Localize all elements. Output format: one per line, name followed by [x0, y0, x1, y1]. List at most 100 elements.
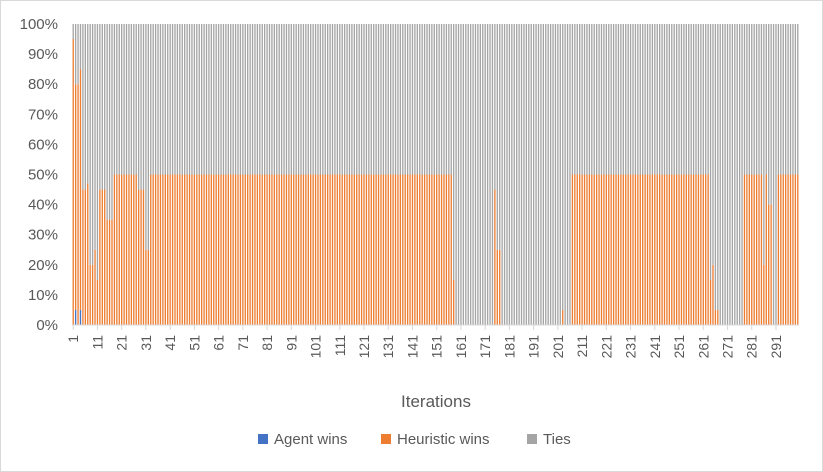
y-tick-label: 50% — [28, 167, 58, 184]
x-tick-label: 221 — [598, 335, 614, 359]
bar-heuristic-wins — [399, 174, 402, 325]
bar-heuristic-wins — [440, 174, 443, 325]
bar-heuristic-wins — [789, 174, 792, 325]
bar-heuristic-wins — [414, 174, 416, 325]
bar-heuristic-wins — [285, 174, 288, 325]
bar-heuristic-wins — [91, 264, 94, 325]
bar-ties — [675, 24, 678, 175]
bar-ties — [780, 24, 782, 175]
bar-ties — [511, 24, 513, 325]
bar-ties — [552, 24, 554, 325]
bar-heuristic-wins — [443, 174, 445, 325]
bar-ties — [637, 24, 639, 175]
bar-ties — [128, 24, 130, 175]
y-tick-label: 0% — [36, 317, 58, 334]
bar-heuristic-wins — [164, 174, 166, 325]
bar-ties — [792, 24, 794, 175]
legend-label: Heuristic wins — [397, 431, 490, 448]
bar-heuristic-wins — [273, 174, 276, 325]
bar-ties — [152, 24, 154, 175]
bar-ties — [208, 24, 210, 175]
bar-ties — [406, 24, 409, 175]
bar-ties — [159, 24, 162, 175]
bar-ties — [673, 24, 675, 175]
bar-ties — [77, 24, 79, 85]
bar-ties — [220, 24, 222, 175]
bar-ties — [414, 24, 416, 175]
bar-ties — [445, 24, 448, 175]
bar-heuristic-wins — [297, 174, 300, 325]
bar-ties — [91, 24, 94, 265]
bar-ties — [373, 24, 375, 175]
bar-ties — [346, 24, 348, 175]
bar-ties — [605, 24, 608, 175]
bar-ties — [179, 24, 181, 175]
bar-ties — [111, 24, 113, 220]
x-tick-label: 241 — [647, 335, 663, 359]
bar-ties — [280, 24, 283, 175]
bar-heuristic-wins — [588, 174, 591, 325]
bar-ties — [775, 24, 777, 325]
bar-heuristic-wins — [322, 174, 324, 325]
bar-heuristic-wins — [237, 174, 239, 325]
bar-heuristic-wins — [82, 189, 84, 325]
bar-heuristic-wins — [423, 174, 426, 325]
legend-label: Ties — [543, 431, 571, 448]
bar-heuristic-wins — [341, 174, 343, 325]
bar-heuristic-wins — [579, 174, 581, 325]
bar-ties — [331, 24, 334, 175]
bar-heuristic-wins — [787, 174, 789, 325]
bar-heuristic-wins — [625, 174, 627, 325]
bar-ties — [734, 24, 736, 325]
bar-ties — [419, 24, 421, 175]
x-tick-label: 271 — [720, 335, 736, 359]
bar-heuristic-wins — [765, 174, 767, 325]
bar-ties — [797, 24, 799, 175]
bar-heuristic-wins — [295, 174, 297, 325]
bar-ties — [523, 24, 525, 325]
bar-ties — [125, 24, 128, 175]
bar-heuristic-wins — [755, 174, 758, 325]
bar-heuristic-wins — [142, 189, 145, 325]
y-tick-label: 100% — [20, 16, 58, 33]
bar-heuristic-wins — [562, 309, 564, 325]
bar-ties — [581, 24, 583, 175]
y-tick-label: 20% — [28, 257, 58, 274]
bar-ties — [566, 24, 569, 325]
bar-ties — [479, 24, 481, 325]
bar-ties — [186, 24, 188, 175]
bar-heuristic-wins — [108, 219, 111, 325]
bar-ties — [273, 24, 276, 175]
bar-ties — [663, 24, 666, 175]
bar-ties — [724, 24, 726, 325]
bar-ties — [542, 24, 545, 325]
bar-heuristic-wins — [654, 174, 656, 325]
bar-ties — [440, 24, 443, 175]
bar-heuristic-wins — [147, 249, 150, 325]
bar-ties — [96, 24, 99, 280]
bar-ties — [387, 24, 389, 175]
bar-ties — [123, 24, 125, 175]
bar-heuristic-wins — [632, 174, 634, 325]
bar-ties — [610, 24, 612, 175]
bar-ties — [256, 24, 259, 175]
bar-heuristic-wins — [574, 174, 576, 325]
bar-ties — [348, 24, 351, 175]
bar-ties — [230, 24, 232, 175]
bar-ties — [191, 24, 193, 175]
bar-heuristic-wins — [99, 189, 101, 325]
bar-ties — [651, 24, 654, 175]
bar-heuristic-wins — [276, 174, 278, 325]
bar-heuristic-wins — [433, 174, 435, 325]
bar-ties — [600, 24, 603, 175]
bar-ties — [142, 24, 145, 190]
x-tick-label: 181 — [501, 335, 517, 359]
bar-heuristic-wins — [649, 174, 651, 325]
bar-heuristic-wins — [266, 174, 268, 325]
bar-ties — [365, 24, 368, 175]
bar-heuristic-wins — [74, 84, 77, 310]
bar-heuristic-wins — [176, 174, 179, 325]
bar-ties — [171, 24, 174, 175]
bar-ties — [569, 24, 571, 325]
bar-heuristic-wins — [595, 174, 598, 325]
